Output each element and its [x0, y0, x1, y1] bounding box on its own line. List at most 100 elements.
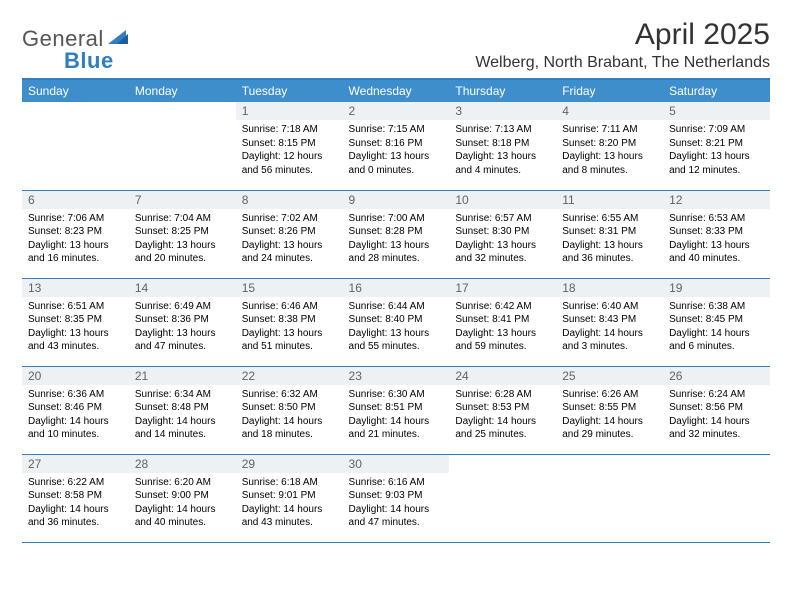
- sunrise-line: Sunrise: 6:38 AM: [669, 301, 745, 312]
- sunrise-line: Sunrise: 6:44 AM: [349, 301, 425, 312]
- day-body: Sunrise: 7:04 AMSunset: 8:25 PMDaylight:…: [129, 209, 236, 270]
- sunrise-line: Sunrise: 6:46 AM: [242, 301, 318, 312]
- sunset-line: Sunset: 8:31 PM: [562, 226, 636, 237]
- day-body: Sunrise: 6:16 AMSunset: 9:03 PMDaylight:…: [343, 473, 450, 534]
- day-body: Sunrise: 6:40 AM Sunset: 8:43 PM Daylight:…: [556, 297, 663, 358]
- sunrise-line: Sunrise: 6:26 AM: [562, 389, 638, 400]
- day-number: 27: [22, 455, 129, 473]
- sunrise-line: Sunrise: 7:13 AM: [455, 124, 531, 135]
- daylight-line: Daylight: 14 hours and 6 minutes.: [669, 328, 750, 353]
- day-number: 1: [236, 102, 343, 120]
- day-body: Sunrise: 6:38 AMSunset: 8:45 PMDaylight:…: [663, 297, 770, 358]
- calendar-cell: [556, 454, 663, 542]
- day-number: 15: [236, 279, 343, 297]
- day-number: 26: [663, 367, 770, 385]
- calendar-cell: 21Sunrise: 6:34 AMSunset: 8:48 PMDayligh…: [129, 366, 236, 454]
- calendar-cell: 9Sunrise: 7:00 AMSunset: 8:28 PMDaylight…: [343, 190, 450, 278]
- sunrise-line: Sunrise: 7:00 AM: [349, 213, 425, 224]
- sunset-line: Sunset: 9:03 PM: [349, 490, 423, 501]
- daylight-line: Daylight: 13 hours and 24 minutes.: [242, 240, 323, 265]
- sunset-line: Sunset: 8:46 PM: [28, 402, 102, 413]
- calendar-cell: 13Sunrise: 6:51 AMSunset: 8:35 PMDayligh…: [22, 278, 129, 366]
- day-number: 29: [236, 455, 343, 473]
- day-body: Sunrise: 7:11 AMSunset: 8:20 PMDaylight:…: [556, 120, 663, 181]
- calendar-cell: 18 Sunrise: 6:40 AM Sunset: 8:43 PM Dayligh…: [556, 278, 663, 366]
- weekday-header: Saturday: [663, 79, 770, 102]
- sunrise-line: Sunrise: 7:09 AM: [669, 124, 745, 135]
- day-number: 30: [343, 455, 450, 473]
- day-body: Sunrise: 7:06 AMSunset: 8:23 PMDaylight:…: [22, 209, 129, 270]
- calendar-cell: 20Sunrise: 6:36 AMSunset: 8:46 PMDayligh…: [22, 366, 129, 454]
- daylight-line: Daylight: 14 hours and 32 minutes.: [669, 416, 750, 441]
- month-title: April 2025: [475, 18, 770, 52]
- day-body: Sunrise: 6:26 AMSunset: 8:55 PMDaylight:…: [556, 385, 663, 446]
- daylight-line: Daylight: 13 hours and 59 minutes.: [455, 328, 536, 353]
- day-number: 16: [343, 279, 450, 297]
- day-body: Sunrise: 6:44 AMSunset: 8:40 PMDaylight:…: [343, 297, 450, 358]
- daylight-line: Daylight: 13 hours and 40 minutes.: [669, 240, 750, 265]
- day-number: 2: [343, 102, 450, 120]
- calendar-cell: [22, 102, 129, 190]
- calendar-table: SundayMondayTuesdayWednesdayThursdayFrid…: [22, 78, 770, 543]
- day-number: 28: [129, 455, 236, 473]
- daylight-line: Daylight: 14 hours and 3 minutes.: [562, 328, 643, 353]
- daylight-line: Daylight: 14 hours and 25 minutes.: [455, 416, 536, 441]
- sunset-line: Sunset: 8:28 PM: [349, 226, 423, 237]
- sunrise-line: Sunrise: 6:40 AM: [562, 301, 638, 312]
- day-number: 4: [556, 102, 663, 120]
- day-body: Sunrise: 6:32 AMSunset: 8:50 PMDaylight:…: [236, 385, 343, 446]
- daylight-line: Daylight: 14 hours and 43 minutes.: [242, 504, 323, 529]
- sunset-line: Sunset: 8:30 PM: [455, 226, 529, 237]
- day-number: 18: [556, 279, 663, 297]
- sunset-line: Sunset: 8:48 PM: [135, 402, 209, 413]
- calendar-cell: 24Sunrise: 6:28 AMSunset: 8:53 PMDayligh…: [449, 366, 556, 454]
- sunset-line: Sunset: 8:38 PM: [242, 314, 316, 325]
- sunrise-line: Sunrise: 6:28 AM: [455, 389, 531, 400]
- sunrise-line: Sunrise: 7:15 AM: [349, 124, 425, 135]
- sunset-line: Sunset: 8:36 PM: [135, 314, 209, 325]
- sunrise-line: Sunrise: 6:53 AM: [669, 213, 745, 224]
- sunrise-line: Sunrise: 6:22 AM: [28, 477, 104, 488]
- sunset-line: Sunset: 8:58 PM: [28, 490, 102, 501]
- day-body: Sunrise: 6:34 AMSunset: 8:48 PMDaylight:…: [129, 385, 236, 446]
- sunset-line: Sunset: 8:41 PM: [455, 314, 529, 325]
- sunset-line: Sunset: 8:25 PM: [135, 226, 209, 237]
- day-number: 17: [449, 279, 556, 297]
- day-number: 23: [343, 367, 450, 385]
- sunset-line: Sunset: 8:33 PM: [669, 226, 743, 237]
- day-body: Sunrise: 6:51 AMSunset: 8:35 PMDaylight:…: [22, 297, 129, 358]
- sunset-line: Sunset: 8:43 PM: [562, 314, 636, 325]
- day-number: 25: [556, 367, 663, 385]
- daylight-line: Daylight: 13 hours and 43 minutes.: [28, 328, 109, 353]
- daylight-line: Daylight: 13 hours and 47 minutes.: [135, 328, 216, 353]
- day-body: Sunrise: 7:18 AMSunset: 8:15 PMDaylight:…: [236, 120, 343, 181]
- calendar-cell: 1Sunrise: 7:18 AMSunset: 8:15 PMDaylight…: [236, 102, 343, 190]
- sunset-line: Sunset: 8:20 PM: [562, 138, 636, 149]
- calendar-cell: [449, 454, 556, 542]
- day-number: 19: [663, 279, 770, 297]
- weekday-header: Sunday: [22, 79, 129, 102]
- daylight-line: Daylight: 13 hours and 51 minutes.: [242, 328, 323, 353]
- day-number: 6: [22, 191, 129, 209]
- calendar-cell: 28Sunrise: 6:20 AMSunset: 9:00 PMDayligh…: [129, 454, 236, 542]
- sunrise-line: Sunrise: 7:06 AM: [28, 213, 104, 224]
- day-body: Sunrise: 7:00 AMSunset: 8:28 PMDaylight:…: [343, 209, 450, 270]
- daylight-line: Daylight: 14 hours and 18 minutes.: [242, 416, 323, 441]
- calendar-cell: 4Sunrise: 7:11 AMSunset: 8:20 PMDaylight…: [556, 102, 663, 190]
- calendar-week: 20Sunrise: 6:36 AMSunset: 8:46 PMDayligh…: [22, 366, 770, 454]
- day-body: Sunrise: 7:09 AMSunset: 8:21 PMDaylight:…: [663, 120, 770, 181]
- daylight-line: Daylight: 13 hours and 16 minutes.: [28, 240, 109, 265]
- day-number: 14: [129, 279, 236, 297]
- sunrise-line: Sunrise: 6:51 AM: [28, 301, 104, 312]
- calendar-cell: 26Sunrise: 6:24 AMSunset: 8:56 PMDayligh…: [663, 366, 770, 454]
- sunset-line: Sunset: 9:00 PM: [135, 490, 209, 501]
- day-body: Sunrise: 6:28 AMSunset: 8:53 PMDaylight:…: [449, 385, 556, 446]
- calendar-cell: 6Sunrise: 7:06 AMSunset: 8:23 PMDaylight…: [22, 190, 129, 278]
- calendar-cell: 5Sunrise: 7:09 AMSunset: 8:21 PMDaylight…: [663, 102, 770, 190]
- sunset-line: Sunset: 9:01 PM: [242, 490, 316, 501]
- day-body: Sunrise: 6:53 AM Sunset: 8:33 PM Daylight:…: [663, 209, 770, 270]
- day-body: Sunrise: 7:15 AMSunset: 8:16 PMDaylight:…: [343, 120, 450, 181]
- calendar-cell: 16Sunrise: 6:44 AMSunset: 8:40 PMDayligh…: [343, 278, 450, 366]
- sunrise-line: Sunrise: 6:20 AM: [135, 477, 211, 488]
- weekday-header: Tuesday: [236, 79, 343, 102]
